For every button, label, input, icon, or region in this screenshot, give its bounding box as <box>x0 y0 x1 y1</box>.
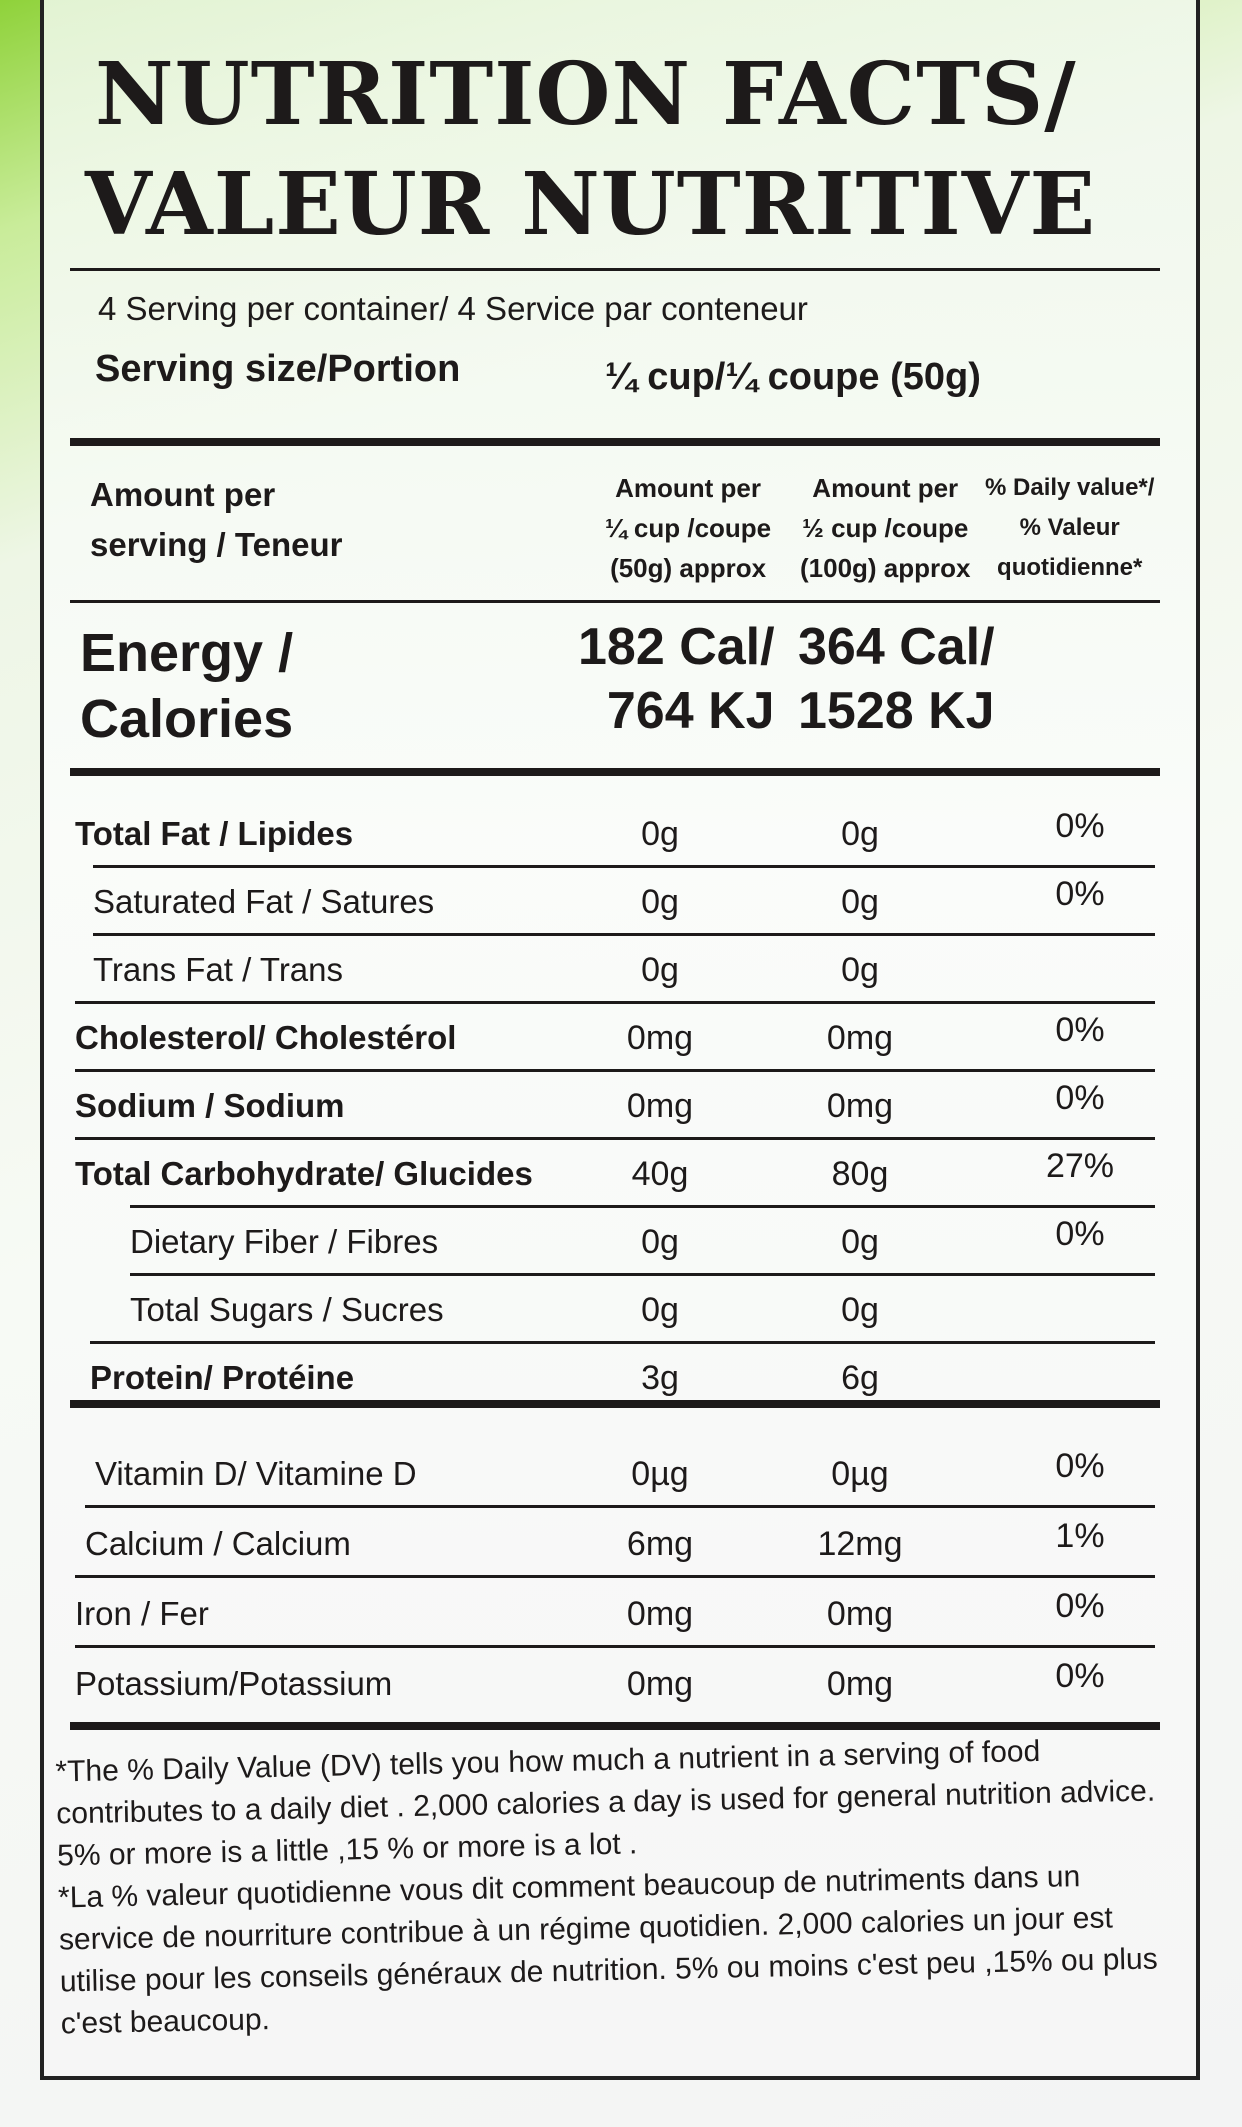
energy-label-line: Energy / <box>80 623 294 683</box>
amount-half-cup: 0g <box>841 815 879 853</box>
nutrient-label: Vitamin D/ Vitamine D <box>95 1455 417 1492</box>
amount-quarter-cup: 0µg <box>631 1455 689 1493</box>
amount-quarter-cup: 40g <box>631 1155 689 1193</box>
divider <box>70 1400 1160 1408</box>
nutrient-label: Protein/ Protéine <box>90 1359 355 1396</box>
header-line: Amount per <box>812 473 959 503</box>
nutrient-label: Total Sugars / Sucres <box>130 1291 444 1328</box>
amount-half-cup: 0mg <box>826 1087 894 1125</box>
divider <box>70 600 1160 603</box>
amount-half-cup: 0g <box>841 883 879 921</box>
header-label: Amount per serving / Teneur <box>90 470 342 570</box>
daily-value-percent: 0% <box>1055 1215 1105 1253</box>
header-col1: Amount per ¼ cup /coupe (50g) approx <box>605 468 771 588</box>
amount-quarter-cup: 0mg <box>626 1665 694 1703</box>
row-divider <box>130 1273 1155 1276</box>
daily-value-percent: 0% <box>1055 1657 1105 1695</box>
row-divider <box>75 1645 1155 1648</box>
header-line: ¼ cup /coupe <box>605 513 772 543</box>
row-divider <box>90 1341 1155 1344</box>
servings-per-container: 4 Serving per container/ 4 Service par c… <box>98 290 808 327</box>
nutrient-label: Total Fat / Lipides <box>75 815 354 852</box>
nutrient-label: Potassium/Potassium <box>75 1665 393 1702</box>
amount-quarter-cup: 0g <box>641 1223 679 1261</box>
nutrient-label: Calcium / Calcium <box>85 1525 351 1562</box>
header-label-line: serving / Teneur <box>90 526 343 563</box>
daily-value-percent: 1% <box>1055 1517 1105 1555</box>
amount-half-cup: 0g <box>841 1291 879 1329</box>
row-divider <box>93 865 1155 868</box>
divider <box>70 438 1160 446</box>
energy-col2: 364 Cal/ 1528 KJ <box>798 615 995 743</box>
amount-quarter-cup: 0g <box>641 883 679 921</box>
row-divider <box>75 1001 1155 1004</box>
divider <box>70 1722 1160 1730</box>
header-col3: % Daily value*/ % Valeur quotidienne* <box>985 468 1154 588</box>
daily-value-percent: 0% <box>1055 875 1105 913</box>
header-line: % Valeur <box>1019 514 1120 541</box>
energy-value: 364 Cal/ <box>798 618 995 676</box>
footnote: *The % Daily Value (DV) tells you how mu… <box>55 1729 1161 2046</box>
amount-quarter-cup: 0g <box>641 1291 679 1329</box>
row-divider <box>75 1069 1155 1072</box>
header-line: (50g) approx <box>610 553 767 583</box>
daily-value-percent: 0% <box>1055 1011 1105 1049</box>
daily-value-percent: 0% <box>1055 1447 1105 1485</box>
header-label-line: Amount per <box>90 476 276 513</box>
footnote-english: *The % Daily Value (DV) tells you how mu… <box>55 1734 1156 1873</box>
nutrient-label: Cholesterol/ Cholestérol <box>75 1019 457 1056</box>
nutrient-label: Trans Fat / Trans <box>93 951 344 988</box>
energy-value: 1528 KJ <box>798 682 995 740</box>
amount-quarter-cup: 6mg <box>626 1525 694 1563</box>
amount-half-cup: 0g <box>841 1223 879 1261</box>
row-divider <box>75 1137 1155 1140</box>
amount-half-cup: 0mg <box>826 1665 894 1703</box>
footnote-french: *La % valeur quotidienne vous dit commen… <box>57 1860 1159 2041</box>
title-line-2: VALEUR NUTRITIVE <box>85 154 1097 255</box>
header-col2: Amount per ½ cup /coupe (100g) approx <box>800 468 971 588</box>
energy-label: Energy / Calories <box>80 620 293 752</box>
header-line: % Daily value*/ <box>985 474 1155 501</box>
amount-quarter-cup: 0g <box>641 951 679 989</box>
amount-half-cup: 0mg <box>826 1019 894 1057</box>
header-line: Amount per <box>615 473 762 503</box>
title-line-1: NUTRITION FACTS/ <box>95 44 1077 145</box>
amount-quarter-cup: 0g <box>641 815 679 853</box>
energy-value: 182 Cal/ <box>578 618 775 676</box>
nutrient-label: Sodium / Sodium <box>75 1087 345 1124</box>
amount-quarter-cup: 0mg <box>626 1595 694 1633</box>
daily-value-percent: 0% <box>1055 1079 1105 1117</box>
amount-quarter-cup: 3g <box>641 1359 679 1397</box>
amount-quarter-cup: 0mg <box>626 1019 694 1057</box>
amount-half-cup: 80g <box>831 1155 889 1193</box>
amount-half-cup: 12mg <box>817 1525 903 1563</box>
row-divider <box>85 1505 1155 1508</box>
row-divider <box>75 1575 1155 1578</box>
serving-size-value: ¼ cup/¼ coupe (50g) <box>605 356 981 398</box>
row-divider <box>93 933 1155 936</box>
divider <box>70 768 1160 776</box>
amount-half-cup: 6g <box>841 1359 879 1397</box>
nutrient-label: Dietary Fiber / Fibres <box>130 1223 439 1260</box>
header-line: ½ cup /coupe <box>802 513 969 543</box>
daily-value-percent: 0% <box>1055 1587 1105 1625</box>
nutrient-label: Iron / Fer <box>75 1595 209 1632</box>
row-divider <box>130 1205 1155 1208</box>
nutrient-label: Saturated Fat / Satures <box>93 883 435 920</box>
nutrient-label: Total Carbohydrate/ Glucides <box>75 1155 533 1192</box>
amount-quarter-cup: 0mg <box>626 1087 694 1125</box>
divider <box>70 268 1160 271</box>
header-line: (100g) approx <box>800 553 971 583</box>
daily-value-percent: 0% <box>1055 807 1105 845</box>
energy-label-line: Calories <box>80 689 294 749</box>
energy-col1: 182 Cal/ 764 KJ <box>578 615 775 743</box>
daily-value-percent: 27% <box>1045 1147 1115 1185</box>
energy-value: 764 KJ <box>606 682 775 740</box>
amount-half-cup: 0µg <box>831 1455 889 1493</box>
amount-half-cup: 0mg <box>826 1595 894 1633</box>
header-line: quotidienne* <box>997 554 1143 581</box>
amount-half-cup: 0g <box>841 951 879 989</box>
nutrition-facts-panel <box>40 0 1200 2080</box>
serving-size-label: Serving size/Portion <box>95 348 461 390</box>
